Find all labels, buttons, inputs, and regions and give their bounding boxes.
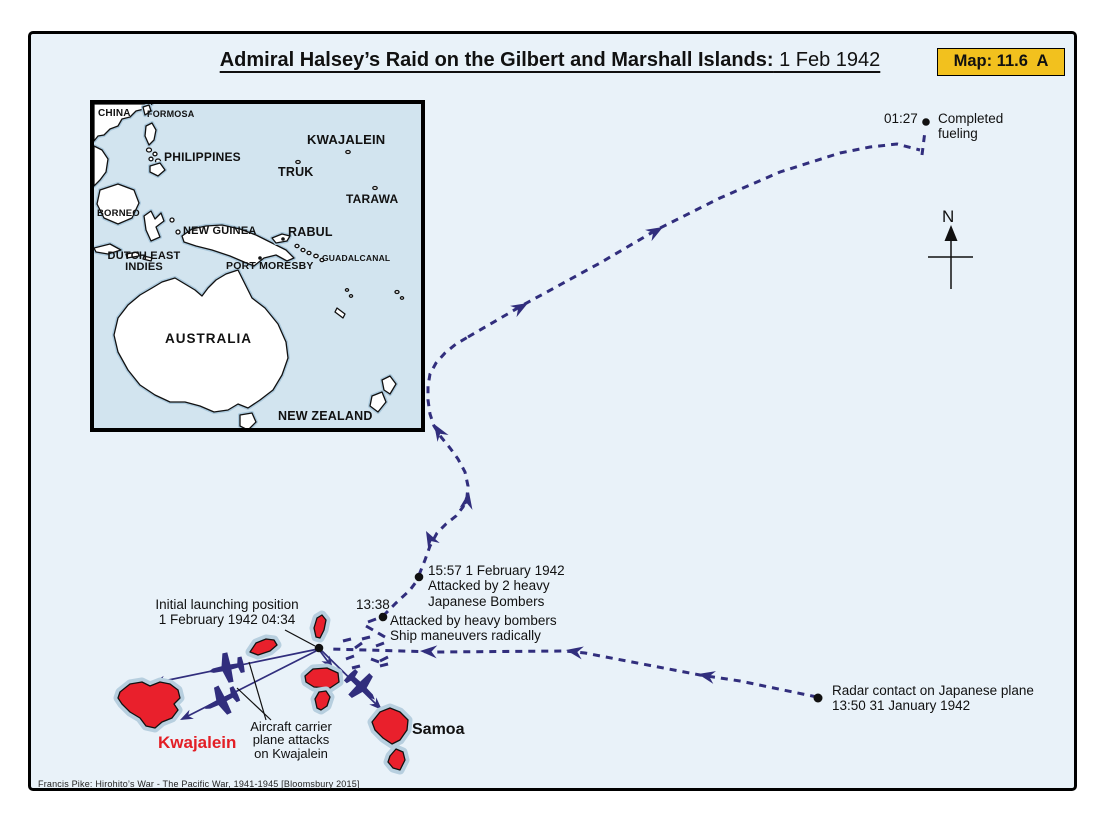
plane-icon <box>205 649 247 687</box>
inset-land <box>94 104 405 428</box>
compass-north-label: N <box>942 207 955 226</box>
pointer-lines <box>236 629 316 721</box>
attack-1338-dot <box>378 612 388 622</box>
tarawa-atoll-mark <box>372 185 378 191</box>
inset-label-philippines: PHILIPPINES <box>164 150 241 164</box>
inset-label-formosa: FORMOSA <box>147 109 195 119</box>
launch-position-dot <box>314 643 324 653</box>
inset-label-guadalcanal: GUADALCANAL <box>322 253 391 263</box>
aircraft-icons <box>198 649 386 723</box>
island-small-south2 <box>310 686 335 715</box>
island-small-north <box>309 610 331 643</box>
annotation-0127-time: 01:27 <box>884 111 918 126</box>
attack-1557-dot <box>414 572 424 582</box>
label-samoa: Samoa <box>412 721 465 738</box>
air-attack-arrows <box>150 648 386 725</box>
island-samoa-main <box>367 703 413 749</box>
rabul-dot <box>281 237 285 241</box>
inset-label-kwajalein: KWAJALEIN <box>307 132 386 147</box>
kwajalein-atoll-mark <box>345 149 351 155</box>
inset-label-port-moresby: PORT MORESBY <box>226 260 314 272</box>
source-credit: Francis Pike: Hirohito’s War - The Pacif… <box>38 779 360 789</box>
truk-atoll-mark <box>295 159 301 165</box>
map-title: Admiral Halsey’s Raid on the Gilbert and… <box>0 49 1100 72</box>
radical-maneuver-marks <box>342 617 389 670</box>
radar-contact-dot <box>813 693 823 703</box>
inset-label-tarawa: TARAWA <box>346 192 399 206</box>
inset-label-china: CHINA <box>98 108 131 119</box>
annotation-completed-fueling: Completed fueling <box>938 111 1004 142</box>
plane-icon <box>198 679 244 723</box>
inset-label-new-zealand: NEW ZEALAND <box>278 409 373 423</box>
inset-label-new-guinea: NEW GUINEA <box>183 225 257 237</box>
annotation-1338-attack: Attacked by heavy bombers Ship maneuvers… <box>390 613 557 644</box>
inset-landmasses <box>94 104 405 428</box>
inset-map: CHINA FORMOSA PHILIPPINES KWAJALEIN TRUK… <box>90 100 425 432</box>
map-title-date: 1 Feb 1942 <box>773 49 881 71</box>
island-samoa-small <box>383 744 410 775</box>
compass-north-arrowhead <box>944 225 958 241</box>
task-force-route <box>329 130 927 699</box>
event-dots <box>314 118 930 703</box>
annotation-1338-time: 13:38 <box>356 597 390 612</box>
label-kwajalein: Kwajalein <box>158 733 237 752</box>
island-small-west <box>245 634 282 660</box>
fueling-dot <box>922 118 930 126</box>
annotation-1557-attack: 15:57 1 February 1942 Attacked by 2 heav… <box>428 563 565 609</box>
inset-label-australia: AUSTRALIA <box>165 331 252 346</box>
islands <box>113 610 413 775</box>
port-moresby-dot <box>258 256 262 260</box>
inset-label-truk: TRUK <box>278 165 314 179</box>
inset-label-dutch-east-indies: DUTCH EAST INDIES <box>107 250 181 273</box>
map-title-main: Admiral Halsey’s Raid on the Gilbert and… <box>219 49 774 71</box>
annotation-radar-contact: Radar contact on Japanese plane 13:50 31… <box>832 683 1034 714</box>
map-number-badge: Map: 11.6 A <box>937 48 1065 76</box>
inset-label-borneo: BORNEO <box>97 208 140 219</box>
island-kwajalein-atoll <box>113 677 185 733</box>
annotation-carrier-attacks: Aircraft carrier plane attacks on Kwajal… <box>250 719 332 761</box>
inset-label-rabul: RABUL <box>288 225 333 239</box>
annotation-launch-position: Initial launching position 1 February 19… <box>155 597 299 628</box>
compass-rose <box>928 225 973 289</box>
island-small-south <box>300 663 344 693</box>
